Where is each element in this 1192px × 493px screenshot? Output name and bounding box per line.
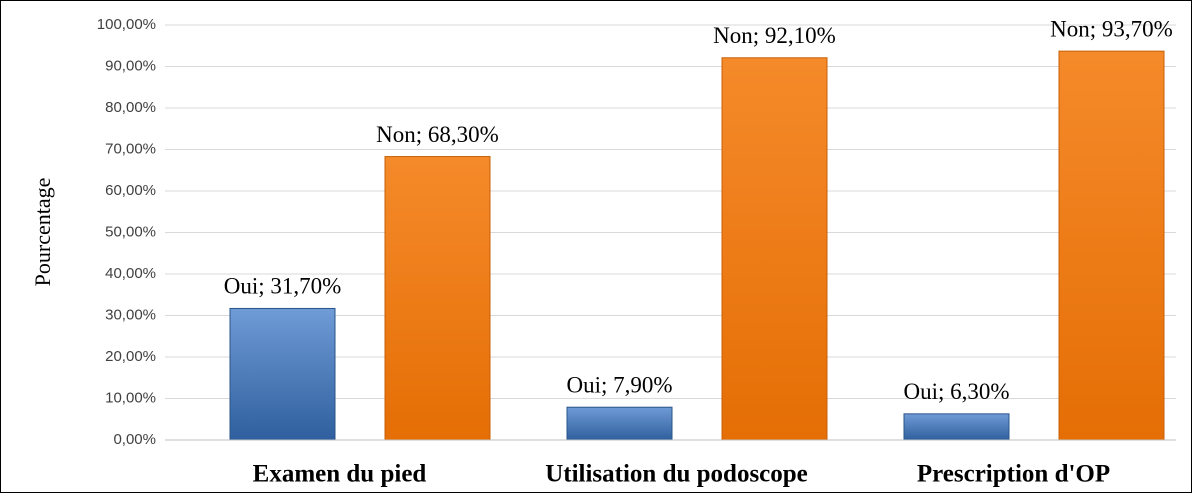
y-tick-label: 30,00%	[105, 306, 156, 323]
x-tick-label: Prescription d'OP	[917, 461, 1110, 488]
bar	[1058, 50, 1165, 441]
y-tick-label: 40,00%	[105, 265, 156, 282]
x-tick-label: Examen du pied	[253, 461, 427, 488]
y-tick-label: 10,00%	[105, 389, 156, 406]
y-tick-label: 80,00%	[105, 99, 156, 116]
y-tick-label: 70,00%	[105, 140, 156, 157]
y-tick-label: 50,00%	[105, 223, 156, 240]
bar	[566, 406, 673, 441]
data-label: Oui; 31,70%	[224, 274, 342, 299]
data-label: Non; 93,70%	[1050, 16, 1173, 41]
data-label: Non; 68,30%	[376, 122, 499, 147]
y-tick-label: 20,00%	[105, 348, 156, 365]
y-tick-label: 60,00%	[105, 182, 156, 199]
y-tick-label: 100,00%	[97, 16, 156, 33]
bar	[903, 413, 1010, 441]
bar	[384, 156, 491, 441]
x-tick-label: Utilisation du podoscope	[545, 461, 808, 488]
bar	[721, 57, 828, 441]
data-label: Oui; 6,30%	[903, 379, 1009, 404]
data-label: Oui; 7,90%	[566, 372, 672, 397]
bar	[229, 307, 336, 441]
y-tick-label: 90,00%	[105, 57, 156, 74]
data-label: Non; 92,10%	[713, 23, 836, 48]
y-tick-label: 0,00%	[113, 431, 156, 448]
y-axis-title: Pourcentage	[30, 178, 55, 287]
